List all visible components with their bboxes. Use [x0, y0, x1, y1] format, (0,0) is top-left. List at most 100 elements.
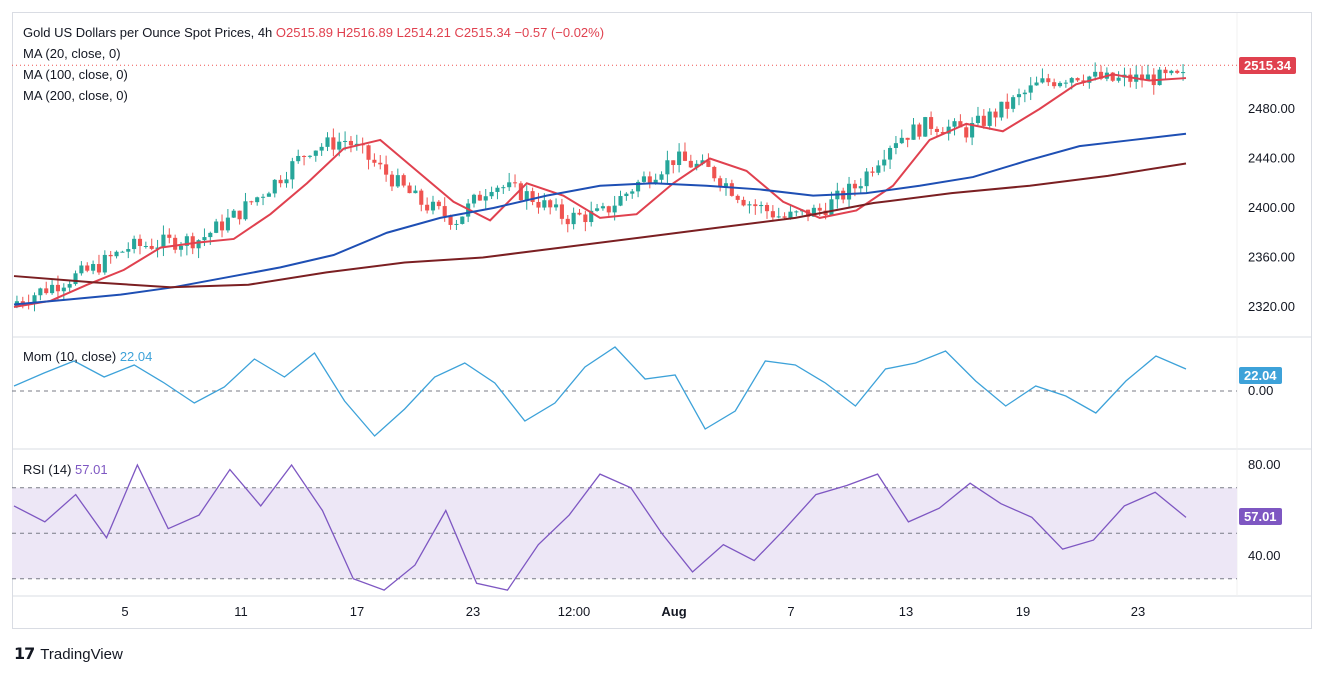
candle-body: [260, 196, 266, 198]
mom-value-badge: 22.04: [1239, 367, 1282, 384]
candle-body: [782, 216, 787, 218]
candle-body: [1063, 82, 1068, 84]
candle-body: [747, 204, 752, 206]
candle-body: [1016, 94, 1022, 98]
candle-body: [114, 251, 119, 257]
candle-body: [401, 175, 406, 186]
rsi-legend[interactable]: RSI (14) 57.01: [23, 462, 108, 478]
candle-body: [102, 254, 107, 273]
momentum-pane[interactable]: [12, 346, 1237, 437]
candle-body: [96, 264, 102, 273]
candle-body: [706, 160, 711, 167]
time-tick-label: 11: [234, 604, 248, 619]
time-tick-label: 19: [1016, 604, 1030, 619]
candle-body: [219, 221, 225, 231]
candle-body: [559, 204, 564, 219]
mom-label: Mom (10, close): [23, 349, 117, 364]
candle-body: [934, 128, 940, 132]
candle-body: [454, 223, 459, 225]
rsi-pane[interactable]: [12, 463, 1237, 591]
candle-body: [583, 214, 588, 223]
ma20-legend[interactable]: MA (20, close, 0): [23, 46, 121, 61]
candle-body: [237, 210, 242, 220]
symbol-title: Gold US Dollars per Ounce Spot Prices, 4…: [23, 25, 273, 40]
candle-body: [249, 201, 254, 203]
candle-body: [1022, 92, 1027, 95]
price-tick-label: 2480.00: [1248, 101, 1295, 116]
candle-body: [888, 147, 893, 160]
candle-body: [864, 171, 869, 187]
candle-body: [296, 155, 301, 162]
candle-body: [630, 191, 635, 194]
candle-body: [846, 183, 852, 200]
candle-body: [770, 211, 775, 218]
last-price-badge: 2515.34: [1239, 57, 1296, 74]
price-axis[interactable]: 2320.00 2360.00 2400.00 2440.00 2480.00 0.00 8…: [1248, 101, 1295, 563]
candle-body: [231, 210, 236, 218]
price-pane[interactable]: [12, 62, 1237, 312]
candle-body: [870, 171, 875, 173]
candle-body: [348, 140, 354, 146]
candle-body: [759, 204, 764, 207]
candle-body: [225, 217, 230, 231]
candle-body: [79, 265, 84, 274]
candle-body: [1075, 78, 1080, 81]
candle-body: [430, 201, 436, 211]
candle-body: [149, 245, 154, 249]
candle-body: [425, 204, 430, 211]
time-tick-label: 17: [350, 604, 364, 619]
candle-body: [325, 137, 330, 147]
candle-body: [981, 115, 986, 126]
candle-body: [214, 221, 219, 233]
ma20-line: [13, 73, 1187, 308]
candle-body: [987, 111, 992, 126]
mom-tick-label: 0.00: [1248, 383, 1273, 398]
time-tick-label: Aug: [661, 604, 686, 619]
mom-legend[interactable]: Mom (10, close) 22.04: [23, 349, 152, 365]
candle-body: [61, 287, 66, 292]
candle-body: [471, 194, 477, 204]
candle-body: [946, 126, 951, 134]
candle-body: [460, 216, 465, 224]
candle-body: [366, 145, 371, 160]
candle-body: [126, 249, 131, 252]
candle-body: [161, 234, 166, 248]
candle-body: [882, 159, 887, 166]
candle-body: [50, 284, 55, 294]
rsi-label: RSI (14): [23, 462, 72, 477]
ma200-legend[interactable]: MA (200, close, 0): [23, 88, 128, 103]
candle-body: [577, 212, 582, 215]
candle-body: [958, 121, 963, 128]
candle-body: [1052, 82, 1057, 87]
candle-body: [1145, 74, 1150, 81]
candle-body: [571, 212, 576, 225]
rsi-tick-label: 80.00: [1248, 457, 1281, 472]
candle-body: [1098, 71, 1104, 79]
candle-body: [108, 254, 113, 257]
ma100-legend[interactable]: MA (100, close, 0): [23, 67, 128, 82]
candle-body: [905, 137, 910, 140]
candle-body: [132, 238, 137, 250]
candle-body: [536, 201, 541, 208]
candle-body: [272, 179, 277, 194]
candle-body: [817, 207, 822, 211]
tradingview-brand[interactable]: 𝟭𝟳 TradingView: [14, 644, 123, 664]
candle-body: [512, 182, 518, 184]
candle-body: [776, 216, 781, 218]
candle-body: [331, 137, 336, 150]
rsi-legend-value: 57.01: [75, 462, 108, 477]
candle-body: [372, 159, 377, 163]
candle-body: [73, 273, 78, 285]
time-axis[interactable]: 5 11 17 23 12:00 Aug 7 13 19 23: [121, 604, 1145, 619]
candle-body: [788, 211, 793, 218]
candle-body: [952, 121, 957, 127]
candle-body: [1057, 82, 1063, 87]
candle-body: [764, 204, 770, 212]
candle-body: [137, 238, 143, 247]
candle-body: [1011, 97, 1016, 109]
time-tick-label: 13: [899, 604, 913, 619]
candle-body: [243, 201, 248, 220]
candle-body: [442, 206, 447, 217]
candle-body: [313, 150, 318, 156]
